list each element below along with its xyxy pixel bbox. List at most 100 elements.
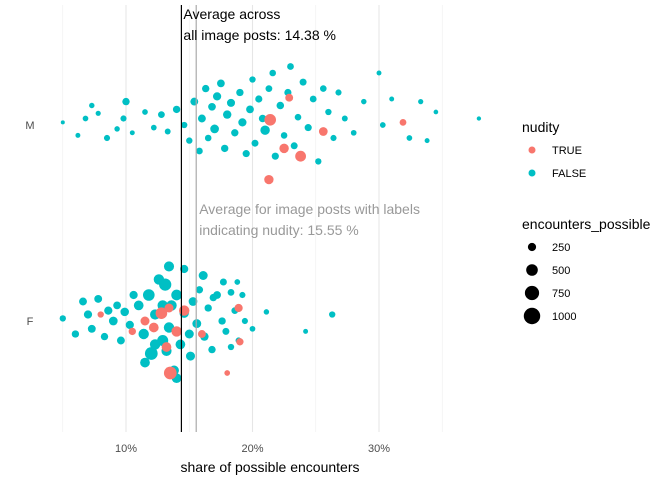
data-point-F-false (198, 271, 208, 280)
data-point-M-false (335, 89, 342, 96)
data-point-M-false (320, 85, 327, 92)
data-point-F-false (87, 324, 96, 333)
data-point-M-false (236, 88, 244, 97)
data-point-M-false (287, 63, 294, 70)
data-point-M-false (249, 76, 256, 83)
legend-size-key (526, 264, 538, 276)
data-point-F-true (197, 330, 206, 338)
data-point-M-true (279, 143, 289, 154)
data-point-F-false (219, 278, 227, 286)
data-point-M-false (181, 121, 188, 129)
data-point-F-true (148, 322, 159, 333)
y-tick-label: F (27, 316, 34, 328)
data-point-F-false (180, 264, 189, 274)
x-tick-label: 10% (115, 443, 137, 455)
y-tick-label: M (25, 120, 34, 132)
data-point-M-false (122, 97, 130, 106)
data-point-F-false (79, 297, 87, 306)
data-point-F-true (97, 311, 104, 318)
data-point-M-false (265, 85, 273, 92)
x-tick-label: 30% (368, 443, 390, 455)
data-point-F-false (108, 316, 118, 326)
data-point-F-false (159, 278, 172, 291)
data-point-F-true (140, 316, 150, 326)
data-point-M-false (238, 118, 247, 127)
legend-title-encounters: encounters_possible (522, 216, 651, 232)
data-point-F-false (303, 328, 309, 334)
data-point-M-false (142, 109, 148, 115)
data-point-M-true (264, 174, 274, 185)
data-point-F-false (83, 310, 93, 319)
data-point-M-false (190, 97, 199, 106)
data-point-M-true (285, 93, 294, 102)
data-point-M-false (197, 114, 206, 123)
data-point-M-false (196, 147, 203, 155)
data-point-F-true (179, 305, 190, 316)
data-point-M-false (361, 98, 367, 105)
data-point-M-false (379, 122, 386, 128)
data-point-F-false (209, 293, 217, 302)
data-point-F-false (227, 289, 235, 296)
data-point-F-true (128, 327, 136, 336)
data-point-F-false (120, 307, 129, 317)
data-point-M-false (315, 158, 322, 165)
data-point-M-false (341, 115, 348, 122)
legend-label: TRUE (552, 145, 582, 157)
data-point-M-true (318, 127, 328, 136)
data-point-M-false (223, 110, 232, 119)
data-point-F-false (144, 347, 158, 360)
data-point-M-false (226, 98, 236, 107)
data-point-F-false (227, 343, 235, 351)
data-point-F-false (140, 357, 150, 368)
data-point-M-false (75, 132, 81, 138)
legend-key-true (528, 146, 536, 154)
data-point-M-false (260, 125, 270, 135)
data-point-M-false (299, 78, 307, 86)
data-point-F-false (104, 306, 113, 315)
x-axis-title: share of possible encounters (181, 459, 360, 475)
data-point-F-false (142, 289, 155, 301)
data-point-M-false (217, 79, 225, 88)
legend-label: 500 (552, 265, 570, 277)
data-point-F-true (164, 303, 174, 313)
data-point-F-false (249, 325, 256, 332)
overall-average-label: all image posts: 14.38 % (183, 27, 336, 43)
data-point-F-false (239, 291, 246, 299)
data-point-F-false (204, 304, 212, 312)
data-point-M-false (424, 138, 430, 144)
data-point-M-false (114, 126, 120, 132)
data-point-F-false (59, 315, 66, 322)
x-tick-label: 20% (241, 443, 263, 455)
data-point-M-false (418, 99, 424, 105)
data-point-F-false (129, 290, 138, 300)
data-point-F-false (149, 339, 161, 350)
data-point-M-false (255, 95, 263, 103)
legend-size-key (523, 307, 541, 325)
data-point-M-false (246, 105, 254, 114)
data-point-F-true (234, 303, 243, 313)
legend-key-false (528, 169, 536, 177)
data-point-M-false (231, 129, 239, 137)
data-point-F-true (161, 342, 172, 352)
data-point-M-false (82, 115, 89, 122)
data-point-M-false (406, 135, 413, 141)
data-point-M-false (212, 92, 222, 101)
data-point-M-false (95, 110, 101, 116)
data-point-F-false (71, 330, 80, 338)
data-point-F-false (171, 289, 182, 301)
data-point-F-false (186, 351, 195, 361)
legend-label: 750 (552, 288, 570, 300)
legend-label: 250 (552, 242, 570, 254)
data-point-M-false (103, 134, 111, 142)
legend-size-key (524, 285, 540, 301)
data-point-M-false (251, 139, 259, 147)
data-point-F-false (125, 320, 134, 330)
data-point-F-false (163, 261, 175, 272)
data-point-F-false (184, 329, 194, 339)
data-point-F-false (195, 286, 204, 294)
data-point-M-false (309, 95, 317, 103)
data-point-M-false (158, 111, 165, 118)
data-point-M-false (294, 113, 302, 121)
data-point-M-false (210, 124, 219, 134)
data-point-F-false (175, 339, 186, 350)
